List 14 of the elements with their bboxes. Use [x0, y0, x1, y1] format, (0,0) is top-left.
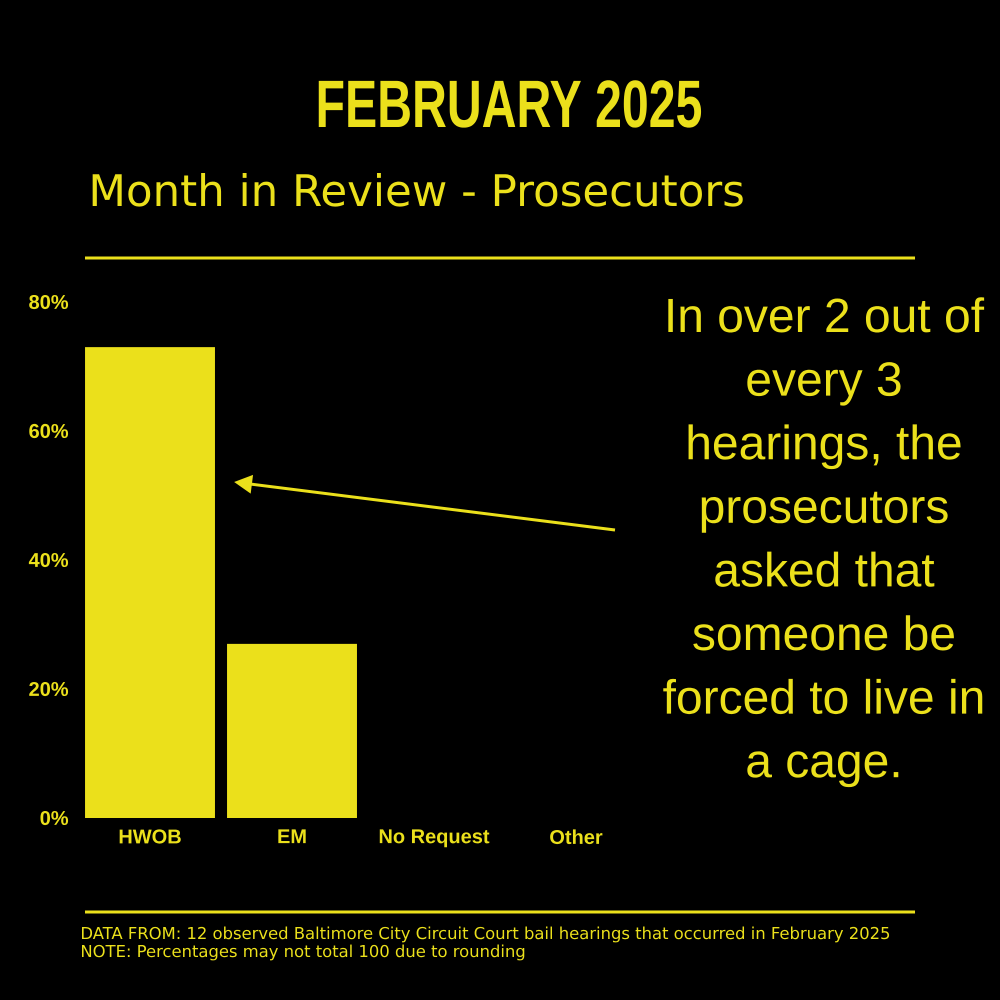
x-tick-label: EM [278, 829, 306, 844]
text: NOTE: Percentages may not total 100 due to rounding [82, 944, 524, 960]
x-tick-label: Other [550, 829, 602, 844]
y-tick-label: 40% [28, 552, 68, 568]
text: DATA FROM: 12 observed Baltimore City Circuit Court bail hearings that occurred in February 2025 [82, 926, 890, 942]
y-tick-label: 80% [29, 294, 68, 310]
x-tick-label: HWOB [120, 829, 181, 844]
y-tick-label: 60% [29, 424, 68, 438]
x-tick-label: No Request [380, 829, 490, 848]
y-tick-label: 20% [29, 682, 68, 696]
chart-title: FEBRUARY 2025 [318, 80, 702, 128]
chart-subtitle: Month in Review - Prosecutors [92, 172, 743, 207]
y-tick-label: 0% [40, 810, 68, 826]
text: In over 2 out of every 3 hearings, the prosecutors asked that someone be forced to live in a cage. [663, 297, 984, 788]
